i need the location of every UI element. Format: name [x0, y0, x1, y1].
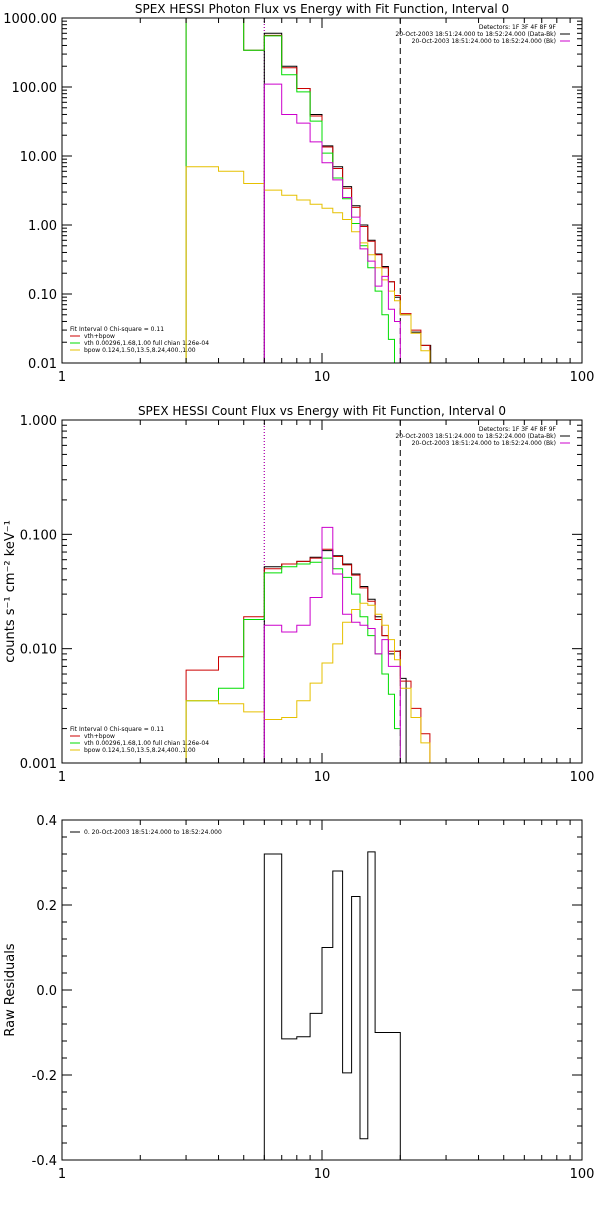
y-tick-label: 0.010 [20, 643, 57, 658]
x-tick-label: 100 [570, 770, 595, 785]
x-tick-label: 10 [314, 770, 331, 785]
legend-label: vth 0.00296,1.68,1.00 full chian 1.26e-0… [84, 740, 209, 747]
y-tick-label: 1000.00 [3, 12, 57, 27]
legend-title: Fit Interval 0 Chi-square = 0.11 [70, 326, 164, 333]
panel-residuals: Raw Residuals 1 10 100 -0.4 -0.2 0.0 0.2 0.4 0. 2… [3, 814, 594, 1182]
x-tick-label: 1 [58, 370, 66, 385]
header-line: 20-Oct-2003 18:51:24.000 to 18:52:24.000… [395, 31, 556, 38]
y-tick-label: 0.2 [36, 899, 57, 914]
legend-title: Fit Interval 0 Chi-square = 0.11 [70, 726, 164, 733]
series-group [185, 526, 439, 763]
series-magenta [263, 83, 407, 363]
legend-label: vth 0.00296,1.68,1.00 full chian 1.26e-0… [84, 340, 209, 347]
header-line: 20-Oct-2003 18:51:24.000 to 18:52:24.000… [395, 433, 556, 440]
chart-title: SPEX HESSI Count Flux vs Energy with Fit… [138, 404, 506, 418]
panel-photon: SPEX HESSI Photon Flux vs Energy with Fi… [3, 2, 594, 385]
series-residual [263, 851, 407, 1160]
header-line: Detectors: 1F 3F 4F 8F 9F [479, 426, 557, 433]
y-tick-label: 1.000 [20, 414, 57, 429]
series-group [140, 18, 439, 363]
legend-label: vth+bpow [84, 333, 115, 340]
legend-label: bpow 0.124,1.50,13.5,8.24,400.,1.00 [84, 747, 196, 754]
legend-label: 0. 20-Oct-2003 18:51:24.000 to 18:52:24.… [84, 829, 222, 836]
y-tick-label: 0.4 [36, 814, 57, 829]
y-tick-label: 0.100 [20, 528, 57, 543]
header-line: 20-Oct-2003 18:51:24.000 to 18:52:24.000… [412, 38, 556, 45]
y-axis-label: Raw Residuals [3, 943, 18, 1036]
y-tick-label: 0.001 [20, 757, 57, 772]
header-line: 20-Oct-2003 18:51:24.000 to 18:52:24.000… [412, 440, 556, 447]
x-tick-label: 1 [58, 770, 66, 785]
series-magenta [263, 526, 407, 763]
x-tick-label: 100 [570, 1167, 595, 1182]
series-group [263, 851, 407, 1160]
header-line: Detectors: 1F 3F 4F 8F 9F [479, 24, 557, 31]
x-tick-label: 1 [58, 1167, 66, 1182]
y-tick-label: 0.10 [28, 288, 57, 303]
x-tick-label: 100 [570, 370, 595, 385]
legend-label: bpow 0.124,1.50,13.5,8.24,400.,1.00 [84, 347, 196, 354]
y-tick-label: 0.01 [28, 357, 57, 372]
y-axis-label: counts s⁻¹ cm⁻² keV⁻¹ [3, 520, 18, 663]
series-vth [185, 557, 407, 763]
y-tick-label: 100.00 [12, 81, 58, 96]
chart-title: SPEX HESSI Photon Flux vs Energy with Fi… [135, 2, 509, 16]
y-tick-label: -0.2 [32, 1069, 57, 1084]
x-tick-label: 10 [314, 370, 331, 385]
legend-label: vth+bpow [84, 733, 115, 740]
series-vth [185, 18, 407, 363]
panel-count: SPEX HESSI Count Flux vs Energy with Fit… [3, 404, 594, 785]
y-tick-label: 0.0 [36, 984, 57, 999]
y-tick-label: -0.4 [32, 1154, 57, 1169]
y-tick-label: 1.00 [28, 219, 57, 234]
x-tick-label: 10 [314, 1167, 331, 1182]
y-tick-label: 10.00 [20, 150, 57, 165]
